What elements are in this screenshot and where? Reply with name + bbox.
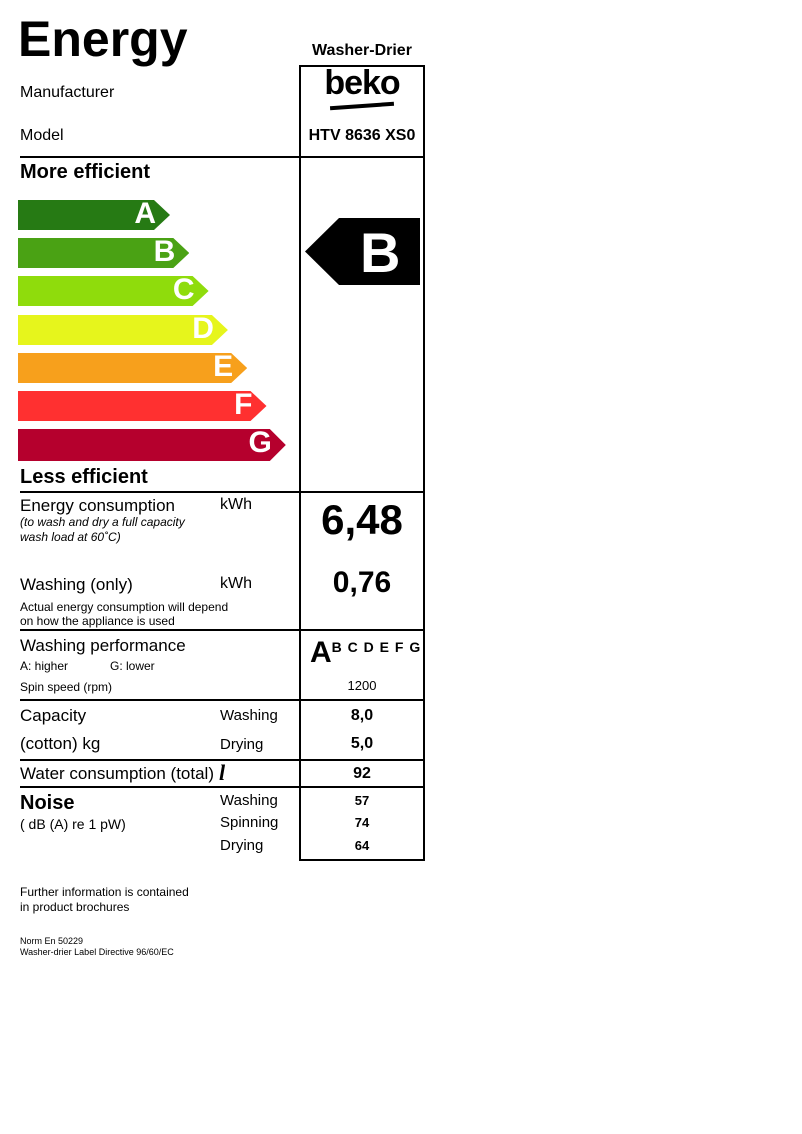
label-title: Energy [18, 11, 188, 67]
brand-logo: beko [324, 64, 400, 102]
efficiency-class-letter: B [153, 235, 176, 268]
performance-scale: AB C D E F G [310, 636, 421, 670]
spin-label: Spin speed (rpm) [20, 680, 113, 694]
footer-norm: Norm En 50229 [20, 936, 84, 946]
footer-info: Further information is contained [20, 885, 189, 899]
water-value: 92 [353, 765, 371, 782]
model-label: Model [20, 127, 64, 144]
energy-consumption-label: Energy consumption [20, 496, 175, 515]
washing-only-label: Washing (only) [20, 575, 133, 594]
capacity-unit-label: (cotton) kg [20, 734, 101, 753]
performance-others: B C D E F G [331, 639, 422, 655]
manufacturer-label: Manufacturer [20, 84, 115, 101]
rating-letter: B [360, 221, 401, 284]
performance-lower: G: lower [110, 659, 155, 673]
energy-value: 6,48 [321, 496, 403, 543]
noise-drying-label: Drying [220, 837, 264, 854]
divider [20, 156, 424, 158]
noise-washing-label: Washing [220, 792, 278, 809]
performance-label: Washing performance [20, 636, 186, 655]
more-efficient-label: More efficient [20, 161, 151, 183]
efficiency-bar-c: C [18, 273, 209, 306]
capacity-label: Capacity [20, 706, 87, 725]
divider [20, 629, 424, 631]
energy-note: wash load at 60˚C) [20, 530, 121, 544]
efficiency-class-letter: F [234, 388, 253, 421]
footer-directive: Washer-drier Label Directive 96/60/EC [20, 947, 174, 957]
washing-only-note: Actual energy consumption will depend [20, 600, 229, 614]
rating-arrow: B [305, 218, 420, 290]
capacity-drying-label: Drying [220, 736, 264, 753]
divider [20, 699, 424, 701]
divider [20, 786, 424, 788]
capacity-washing-label: Washing [220, 707, 278, 724]
noise-label: Noise [20, 792, 75, 814]
performance-higher: A: higher [20, 659, 69, 673]
efficiency-class-letter: G [248, 426, 272, 459]
noise-washing-value: 57 [354, 793, 370, 808]
noise-drying-value: 64 [354, 838, 370, 853]
appliance-type: Washer-Drier [312, 42, 412, 59]
washing-only-unit: kWh [220, 575, 252, 592]
less-efficient-label: Less efficient [20, 466, 148, 488]
footer-info: in product brochures [20, 900, 130, 914]
right-box [299, 65, 425, 861]
efficiency-bar-a: A [18, 197, 170, 230]
efficiency-class-letter: C [172, 273, 195, 306]
noise-unit: ( dB (A) re 1 pW) [20, 816, 126, 832]
energy-note: (to wash and dry a full capacity [20, 515, 185, 529]
efficiency-bar-f: F [18, 388, 267, 421]
efficiency-class-letter: A [134, 197, 156, 230]
performance-selected: A [310, 636, 332, 669]
noise-spinning-label: Spinning [220, 814, 279, 831]
washing-only-note: on how the appliance is used [20, 614, 175, 628]
energy-unit: kWh [220, 496, 252, 513]
divider [20, 759, 424, 761]
efficiency-bar-b: B [18, 235, 190, 268]
capacity-drying-value: 5,0 [350, 735, 374, 752]
water-label: Water consumption (total) [20, 764, 214, 783]
divider [20, 491, 424, 493]
efficiency-class-letter: E [213, 350, 234, 383]
spin-value: 1200 [347, 678, 377, 693]
washing-only-value: 0,76 [332, 566, 392, 599]
efficiency-bar-g: G [18, 426, 286, 461]
capacity-washing-value: 8,0 [350, 707, 374, 724]
efficiency-class-letter: D [192, 312, 214, 345]
water-unit: l [219, 760, 226, 785]
model-value: HTV 8636 XS0 [308, 127, 416, 144]
noise-spinning-value: 74 [354, 815, 370, 830]
efficiency-bar-d: D [18, 312, 228, 345]
efficiency-bar-e: E [18, 350, 248, 383]
